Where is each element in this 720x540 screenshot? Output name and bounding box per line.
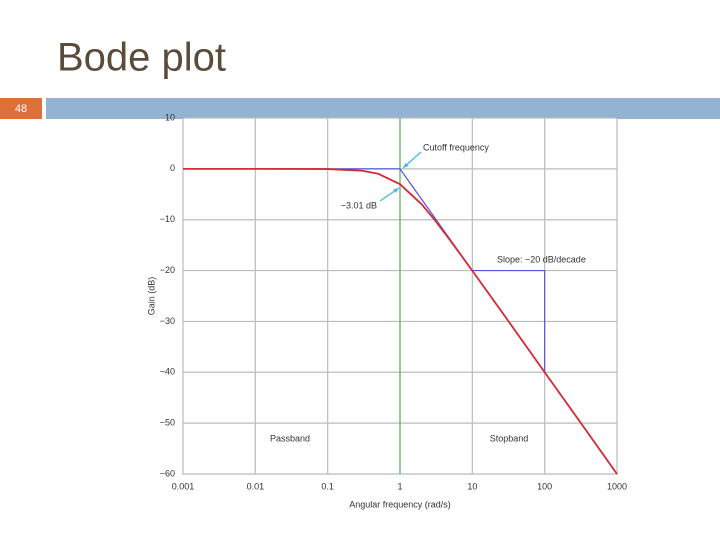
y-tick-label: 0 (170, 163, 175, 173)
annotation: Cutoff frequency (423, 142, 489, 152)
slide-title: Bode plot (57, 36, 226, 80)
y-tick-label: −20 (160, 265, 175, 275)
x-tick-label: 100 (537, 481, 552, 491)
x-tick-label: 0.1 (321, 481, 334, 491)
annotation: Stopband (490, 433, 529, 443)
y-tick-label: −60 (160, 468, 175, 478)
annotation-arrowhead (403, 162, 409, 168)
y-tick-label: −30 (160, 316, 175, 326)
x-tick-label: 1000 (607, 481, 627, 491)
y-tick-label: −50 (160, 418, 175, 428)
y-tick-label: −40 (160, 367, 175, 377)
page-number: 48 (15, 103, 27, 115)
page-number-box (0, 98, 42, 119)
y-tick-label: −10 (160, 214, 175, 224)
x-axis-title: Angular frequency (rad/s) (349, 499, 451, 509)
annotation: Passband (270, 433, 310, 443)
x-tick-label: 10 (467, 481, 477, 491)
x-tick-label: 1 (397, 481, 402, 491)
annotation: −3.01 dB (341, 200, 377, 210)
annotation: Slope: −20 dB/decade (497, 254, 586, 264)
y-axis-title: Gain (dB) (146, 277, 156, 316)
series-line (472, 269, 546, 373)
header-bar (46, 98, 720, 119)
x-tick-label: 0.001 (172, 481, 195, 491)
annotation-arrowhead (393, 188, 399, 194)
series-line (183, 167, 618, 475)
x-tick-label: 0.01 (247, 481, 265, 491)
y-tick-label: 10 (165, 112, 175, 122)
